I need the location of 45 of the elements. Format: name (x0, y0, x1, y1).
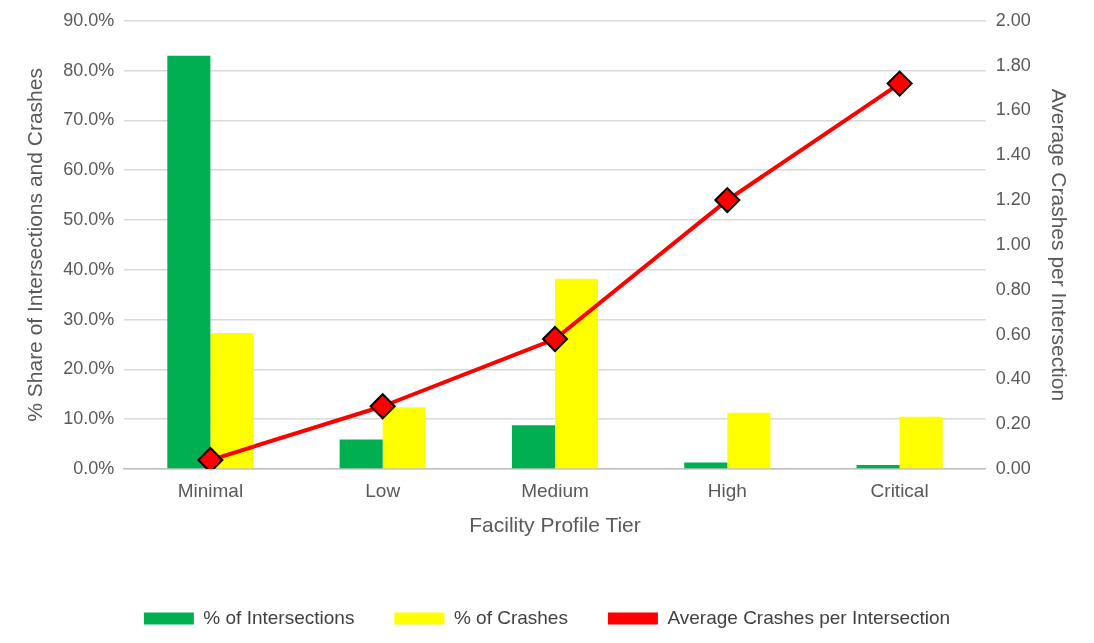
legend-label: % of Crashes (453, 606, 568, 628)
x-tick-label: Minimal (177, 479, 244, 501)
point (369, 393, 396, 420)
y-tick-label: 80.0% (63, 59, 115, 80)
y2-tick-label: 0.80 (995, 278, 1031, 299)
bar (856, 465, 900, 469)
y2-tick-label: 1.80 (995, 54, 1031, 75)
point (542, 326, 568, 353)
y2-tick-label: 1.60 (995, 99, 1031, 120)
y-tick-label: 20.0% (63, 358, 115, 379)
legend-label: % of Intersections (203, 606, 355, 628)
bar (899, 416, 943, 469)
legend-label: Average Crashes per Intersection (667, 606, 951, 628)
y-tick-label: 70.0% (63, 109, 115, 130)
y-axis-title: % Share of Intersections and Crashes (23, 68, 47, 422)
y-tick-label: 40.0% (63, 258, 115, 279)
point (714, 187, 741, 214)
y2-tick-label: 2.00 (995, 9, 1031, 30)
bar (727, 412, 771, 469)
bar (511, 425, 555, 469)
y2-tick-label: 1.20 (995, 189, 1031, 210)
y2-tick-label: 1.40 (995, 144, 1031, 165)
bar (339, 439, 383, 469)
y2-tick-label: 0.20 (995, 413, 1031, 434)
y2-tick-label: 0.40 (995, 368, 1031, 389)
x-tick-label: Low (365, 479, 401, 501)
y-tick-label: 10.0% (63, 408, 115, 429)
y-tick-label: 50.0% (63, 208, 115, 229)
bar (167, 55, 211, 469)
y2-tick-label: 0.60 (995, 323, 1031, 344)
y2-axis-title: Average Crashes per Intersection (1047, 88, 1071, 402)
point (886, 70, 913, 97)
x-tick-label: Critical (870, 479, 929, 501)
y2-tick-label: 0.00 (995, 457, 1031, 478)
y-tick-label: 0.0% (73, 457, 115, 478)
bar (382, 407, 426, 469)
bar (210, 333, 254, 469)
y2-tick-label: 1.00 (995, 233, 1031, 254)
bar (555, 278, 599, 469)
y-tick-label: 90.0% (63, 9, 115, 30)
x-axis-title: Facility Profile Tier (469, 513, 641, 537)
y-tick-label: 30.0% (63, 308, 115, 329)
x-tick-label: Medium (521, 479, 589, 501)
y-tick-label: 60.0% (63, 159, 115, 180)
x-tick-label: High (707, 479, 747, 501)
